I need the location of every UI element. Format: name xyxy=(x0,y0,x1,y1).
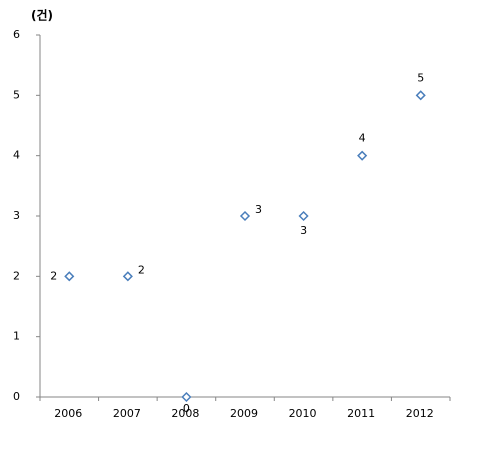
x-tick-label: 2011 xyxy=(347,407,375,420)
y-tick-label: 0 xyxy=(13,390,20,403)
x-tick-label: 2010 xyxy=(289,407,317,420)
data-label: 5 xyxy=(417,71,424,84)
marker xyxy=(122,271,133,282)
data-label: 2 xyxy=(138,263,145,276)
marker xyxy=(64,271,75,282)
marker xyxy=(239,210,251,222)
data-label: 4 xyxy=(359,132,366,145)
x-tick-label: 2012 xyxy=(406,407,434,420)
marker xyxy=(181,391,192,403)
y-tick-label: 5 xyxy=(13,88,20,101)
y-tick-label: 6 xyxy=(13,28,20,41)
marker xyxy=(298,210,309,222)
x-tick-label: 2007 xyxy=(113,407,141,420)
y-tick-label: 1 xyxy=(13,330,20,343)
marker xyxy=(357,150,368,161)
data-label: 3 xyxy=(300,224,307,237)
data-label: 0 xyxy=(183,402,190,415)
x-tick-label: 2009 xyxy=(230,407,258,420)
data-label: 3 xyxy=(255,203,262,216)
marker xyxy=(415,90,426,101)
x-tick-label: 2008 xyxy=(171,407,199,420)
x-tick-label: 2006 xyxy=(54,407,82,420)
y-tick-label: 4 xyxy=(13,149,20,162)
y-tick-label: 3 xyxy=(13,209,20,222)
data-label: 2 xyxy=(50,269,57,282)
y-tick-label: 2 xyxy=(13,269,20,282)
y-unit-label: (건) xyxy=(31,8,53,23)
